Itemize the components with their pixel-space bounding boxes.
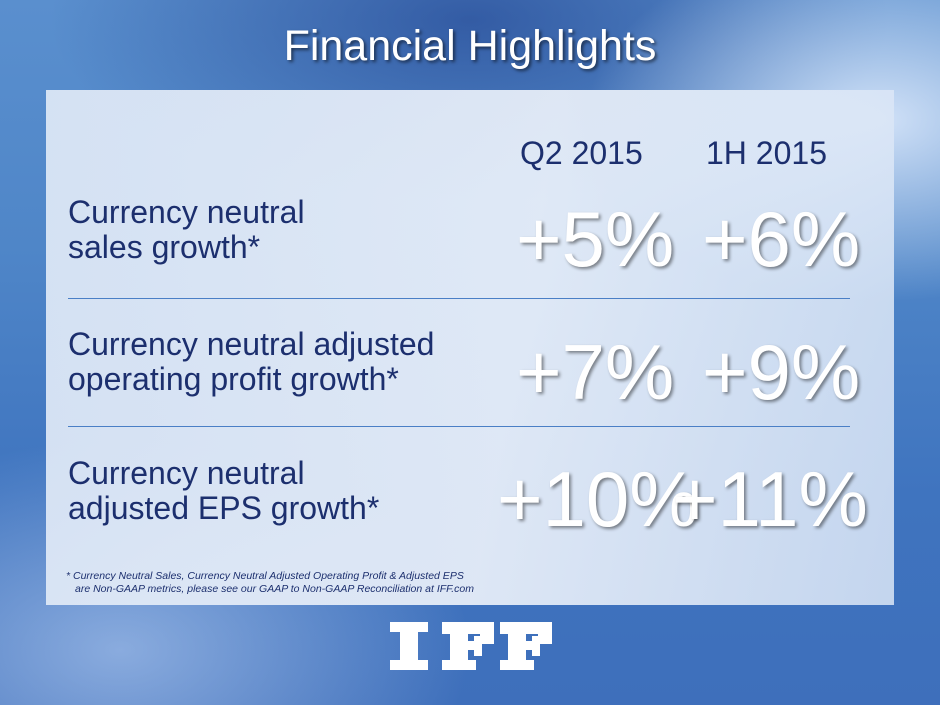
column-header-q2: Q2 2015 <box>520 135 643 171</box>
row-label-line: operating profit growth* <box>68 361 399 397</box>
row-divider <box>68 426 850 427</box>
footnote: * Currency Neutral Sales, Currency Neutr… <box>66 570 474 596</box>
row-label-line: Currency neutral <box>68 194 305 230</box>
value-op-profit-1h: +9% <box>702 328 861 416</box>
row-label-operating-profit-growth: Currency neutral adjusted operating prof… <box>68 327 434 397</box>
value-sales-1h: +6% <box>702 195 861 283</box>
footnote-line: are Non-GAAP metrics, please see our GAA… <box>75 583 474 595</box>
footnote-line: * Currency Neutral Sales, Currency Neutr… <box>66 570 464 582</box>
row-divider <box>68 298 850 299</box>
value-eps-q2: +10% <box>497 455 699 543</box>
row-label-eps-growth: Currency neutral adjusted EPS growth* <box>68 456 379 526</box>
row-label-line: Currency neutral <box>68 455 305 491</box>
column-header-1h: 1H 2015 <box>706 135 827 171</box>
iff-logo-letters <box>390 622 552 670</box>
iff-logo <box>390 622 552 670</box>
value-sales-q2: +5% <box>516 195 675 283</box>
value-eps-1h: +11% <box>672 455 868 543</box>
row-label-sales-growth: Currency neutral sales growth* <box>68 195 305 265</box>
row-label-line: Currency neutral adjusted <box>68 326 435 362</box>
slide-title: Financial Highlights <box>283 22 657 70</box>
row-label-line: sales growth* <box>68 229 261 265</box>
highlights-panel <box>46 90 894 605</box>
row-label-line: adjusted EPS growth* <box>68 490 380 526</box>
value-op-profit-q2: +7% <box>516 328 675 416</box>
